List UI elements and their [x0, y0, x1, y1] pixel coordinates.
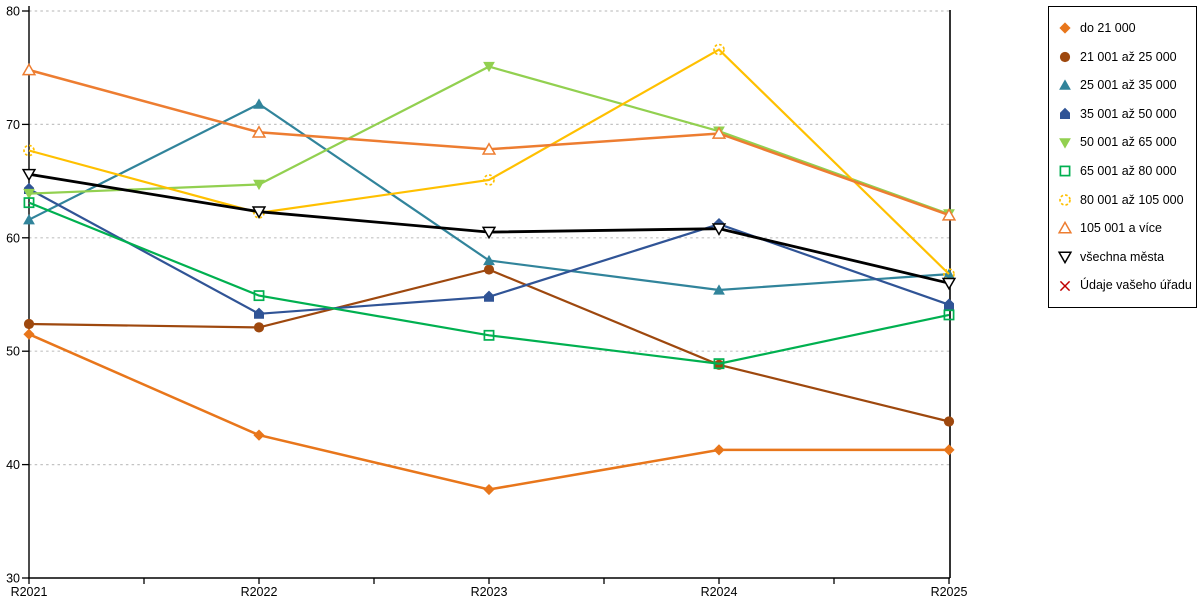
series-1-point-4 [943, 416, 955, 427]
series-8-point-4 [941, 277, 957, 291]
x-tick-label: R2024 [701, 585, 738, 599]
legend-label: 105 001 a více [1080, 221, 1163, 236]
series-4-point-2 [483, 61, 495, 73]
series-2-point-3 [713, 284, 725, 295]
legend-item-5: 65 001 až 80 000 [1057, 157, 1192, 186]
legend-marker-3 [1060, 107, 1070, 120]
series-7-point-3 [711, 126, 727, 139]
x-tick-label: R2025 [931, 585, 968, 599]
legend-label: Údaje vašeho úřadu [1080, 278, 1192, 293]
series-5-point-2 [483, 329, 495, 341]
legend: do 21 000 21 001 až 25 000 25 001 až 35 00… [1048, 6, 1197, 308]
series-8-point-0 [21, 168, 37, 182]
legend-item-3: 35 001 až 50 000 [1057, 100, 1192, 129]
x-tick-label: R2022 [241, 585, 278, 599]
series-6-point-2 [483, 174, 495, 186]
legend-marker-4 [1059, 137, 1071, 149]
legend-item-8: všechna města [1057, 243, 1192, 272]
x-tick-label: R2021 [11, 585, 48, 599]
legend-label: 21 001 až 25 000 [1080, 49, 1177, 64]
x-tick-label: R2023 [471, 585, 508, 599]
series-6-point-3 [713, 43, 725, 56]
series-5-point-0 [23, 197, 35, 209]
legend-item-7: 105 001 a více [1057, 214, 1192, 243]
series-2-point-0 [23, 214, 35, 225]
triangle-down-marker-icon [1057, 251, 1073, 265]
legend-label: 80 001 až 105 000 [1080, 192, 1184, 207]
series-7-point-0 [21, 62, 37, 76]
legend-marker-5 [1059, 165, 1071, 177]
pentagon-marker-icon [1060, 107, 1070, 120]
series-line-6 [28, 48, 950, 275]
y-tick-label: 40 [6, 458, 20, 472]
circle-dashed-marker-icon [1059, 194, 1071, 206]
legend-label: 35 001 až 50 000 [1080, 106, 1177, 121]
x-marker-icon [1059, 280, 1071, 291]
series-7-point-2 [481, 142, 497, 155]
series-3-point-1 [254, 307, 264, 319]
legend-label: do 21 000 [1080, 21, 1136, 36]
series-8-point-2 [481, 226, 497, 240]
series-0-point-4 [943, 444, 955, 456]
series-1-point-2 [483, 264, 495, 275]
series-1-point-1 [253, 322, 265, 333]
series-3-point-4 [944, 298, 954, 310]
series-7-point-4 [941, 208, 957, 221]
legend-label: 50 001 až 65 000 [1080, 135, 1177, 150]
series-6-point-0 [23, 144, 35, 157]
series-7-point-1 [251, 125, 267, 138]
series-line-5 [28, 201, 950, 365]
legend-item-2: 25 001 až 35 000 [1057, 71, 1192, 100]
legend-marker-1 [1059, 51, 1071, 62]
series-4-point-1 [253, 179, 265, 191]
triangle-down-marker-icon [1059, 137, 1071, 149]
legend-item-6: 80 001 až 105 000 [1057, 186, 1192, 215]
y-tick-label: 70 [6, 118, 20, 132]
series-0-point-1 [253, 429, 265, 441]
series-1-point-0 [23, 318, 35, 330]
series-4-point-0 [23, 188, 35, 200]
diamond-marker-icon [1059, 22, 1071, 34]
legend-label: 65 001 až 80 000 [1080, 164, 1177, 179]
legend-item-1: 21 001 až 25 000 [1057, 43, 1192, 72]
series-3-point-2 [484, 290, 494, 302]
series-0-point-2 [483, 483, 495, 496]
series-8-point-1 [251, 206, 267, 219]
legend-marker-7 [1057, 221, 1073, 234]
series-6-point-4 [943, 268, 955, 280]
legend-label: všechna města [1080, 249, 1165, 264]
square-marker-icon [1059, 165, 1071, 177]
series-0-point-3 [713, 444, 725, 456]
series-0-point-0 [23, 328, 35, 340]
series-2-point-2 [483, 254, 495, 266]
legend-item-0: do 21 000 [1057, 14, 1192, 43]
series-8-point-3 [711, 223, 727, 236]
y-tick-label: 80 [6, 5, 20, 19]
series-2-point-1 [253, 98, 265, 109]
series-5-point-1 [253, 290, 265, 302]
y-tick-label: 50 [6, 345, 20, 359]
triangle-up-marker-icon [1057, 221, 1073, 234]
legend-marker-9 [1059, 280, 1071, 291]
series-5-point-4 [943, 309, 955, 321]
legend-marker-8 [1057, 251, 1073, 265]
triangle-up-marker-icon [1059, 79, 1071, 91]
legend-item-4: 50 001 až 65 000 [1057, 128, 1192, 157]
legend-label: 25 001 až 35 000 [1080, 78, 1177, 93]
circle-marker-icon [1059, 51, 1071, 62]
legend-item-9: Údaje vašeho úřadu [1057, 271, 1192, 300]
legend-marker-2 [1059, 79, 1071, 91]
legend-marker-0 [1059, 22, 1071, 34]
y-tick-label: 30 [6, 572, 20, 586]
series-line-0 [28, 333, 949, 491]
y-tick-label: 60 [6, 231, 20, 245]
legend-marker-6 [1059, 194, 1071, 206]
series-5-point-3 [713, 358, 725, 370]
